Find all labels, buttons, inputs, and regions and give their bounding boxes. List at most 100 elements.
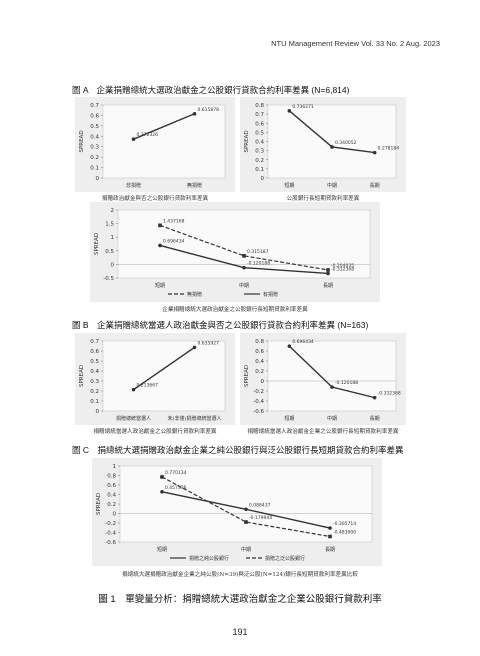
data-point <box>372 150 377 155</box>
x-tick-label: 長期 <box>325 547 335 553</box>
y-tick-label: 0.2 <box>90 155 99 161</box>
x-tick-label: 中期 <box>327 182 337 189</box>
page-number: 191 <box>232 627 248 637</box>
x-tick-label: 短期 <box>284 182 294 189</box>
x-tick-label: 長期 <box>370 416 380 422</box>
y-tick-label: -0.5 <box>103 276 114 282</box>
y-tick-label: 0.4 <box>90 134 99 140</box>
data-label: -0.332368 <box>331 266 354 272</box>
y-tick-label: 0.8 <box>255 339 264 345</box>
chart-c1-svg: -0.6 -0.4 -0.2 0 0.2 0.4 0.6 0.8 1 SPREAD 短期 中期 長期 0.… <box>96 464 373 562</box>
plot-area <box>102 340 226 412</box>
y-tick-label: 0.5 <box>90 359 99 365</box>
data-label: 0.372326 <box>137 132 159 138</box>
data-label: 0.088437 <box>249 502 271 508</box>
data-point <box>326 271 330 276</box>
data-point <box>192 111 197 116</box>
data-label: 0.340052 <box>335 140 357 146</box>
y-tick-label: 0.7 <box>90 339 99 345</box>
data-point <box>160 475 164 479</box>
y-tick-label: 0.6 <box>90 113 99 119</box>
data-label: 0.770134 <box>165 470 187 476</box>
chart-a3-caption: 企業捐贈總統大選政治獻金之公股銀行長短期貸款利率差異 <box>162 307 308 313</box>
y-tick-label: 1 <box>111 235 115 241</box>
legend-label: 無捐贈 <box>187 291 202 298</box>
y-tick-label: 0 <box>113 512 117 518</box>
y-tick-label: -0.2 <box>105 521 116 527</box>
data-label: -0.332368 <box>378 391 401 397</box>
chart-b2: -0.6 -0.4 -0.2 0 0.2 0.4 0.6 0.8 SPREAD 短期 中期 長期 0.6… <box>240 333 406 425</box>
x-tick-label: 中期 <box>239 282 249 289</box>
y-tick-label: 1.5 <box>105 222 114 228</box>
chart-a2-svg: 0 0.1 0.2 0.3 0.4 0.5 0.6 0.7 0.8 SPREAD 短期 中期 長期 0.7… <box>244 103 400 189</box>
legend-label: 捐贈之純公股銀行 <box>189 555 229 562</box>
y-tick-label: 0.5 <box>90 124 99 130</box>
y-tick-label: 0.8 <box>255 103 264 109</box>
data-point <box>287 344 292 348</box>
y-tick-label: -0.4 <box>253 399 264 405</box>
y-tick-label: 0.1 <box>90 399 99 405</box>
data-label: -0.120188 <box>247 261 270 267</box>
data-point <box>158 243 162 248</box>
y-tick-label: 0.6 <box>255 349 264 355</box>
data-point <box>330 385 334 389</box>
data-point <box>244 507 248 512</box>
y-axis-title: SPREAD <box>244 130 250 152</box>
data-label: -0.204035 <box>331 263 354 269</box>
y-tick-label: 0.2 <box>255 369 264 375</box>
data-label: -0.305714 <box>333 521 356 527</box>
y-tick-label: 0 <box>261 379 265 385</box>
y-tick-label: -0.2 <box>253 389 264 395</box>
y-axis-title: SPREAD <box>79 365 85 387</box>
chart-c1-caption: 捐總統大選捐贈政治獻金企業之純公股(N=39)與泛公股(N=124)銀行長短期貸… <box>122 572 358 578</box>
x-tick-label: 無捐贈 <box>187 182 202 189</box>
chart-a3: -0.5 0 0.5 1 1.5 2 SPREAD 短期 中期 長期 1.437168 0.31518… <box>90 202 380 302</box>
data-point <box>287 109 292 113</box>
data-point <box>192 345 197 350</box>
data-point <box>160 489 164 494</box>
data-point <box>242 254 246 258</box>
data-label: 0.315187 <box>247 249 269 255</box>
plot-area <box>267 104 397 179</box>
y-tick-label: 0.2 <box>107 502 116 508</box>
data-label: 0.615878 <box>198 107 220 113</box>
y-tick-label: 0 <box>261 176 265 182</box>
y-tick-label: 0.4 <box>255 359 264 365</box>
chart-a2: 0 0.1 0.2 0.3 0.4 0.5 0.6 0.7 0.8 SPREAD 短期 中期 長期 0.7… <box>240 97 406 192</box>
data-label: -0.120188 <box>335 380 358 386</box>
y-tick-label: 0.7 <box>255 112 264 118</box>
y-tick-label: 0.2 <box>90 389 99 395</box>
y-tick-label: 0.5 <box>105 249 114 255</box>
x-tick-label: 長期 <box>323 283 333 289</box>
chart-a1: 0 0.1 0.2 0.3 0.4 0.5 0.6 0.7 SPREAD 非捐贈 無捐贈 0.3723… <box>75 97 235 192</box>
chart-b2-svg: -0.6 -0.4 -0.2 0 0.2 0.4 0.6 0.8 SPREAD 短期 中期 長期 0.6… <box>244 339 401 422</box>
plot-area <box>102 104 226 179</box>
chart-a2-caption: 公股銀行長短期貸款利率差異 <box>286 196 360 202</box>
panel-a-title: 圖 A 企業捐贈總統大選政治獻金之公股銀行貸款合約利率差異 (N=6,814) <box>72 85 350 95</box>
x-tick-label: 非捐贈 <box>126 182 141 189</box>
y-axis-title: SPREAD <box>96 493 102 515</box>
y-tick-label: 0.5 <box>255 130 264 136</box>
y-tick-label: 2 <box>111 208 115 214</box>
y-tick-label: 1 <box>113 464 117 470</box>
data-label: -0.483900 <box>333 529 356 535</box>
y-tick-label: 0.6 <box>255 121 264 127</box>
x-tick-label: 短期 <box>157 546 167 553</box>
chart-b2-caption: 捐贈總統當選人政治獻金企業之公股銀行長短期貸款利率差異 <box>247 429 399 435</box>
legend-label: 有捐贈 <box>263 291 278 298</box>
data-label: 0.635927 <box>198 340 220 346</box>
chart-a1-svg: 0 0.1 0.2 0.3 0.4 0.5 0.6 0.7 SPREAD 非捐贈 無捐贈 0.3723… <box>79 103 226 189</box>
y-tick-label: -0.6 <box>253 409 264 415</box>
y-tick-label: 0.7 <box>90 103 99 109</box>
legend-label: 捐贈之泛公股銀行 <box>265 555 305 562</box>
y-tick-label: -0.4 <box>105 531 116 537</box>
data-point <box>326 268 330 272</box>
data-label: 0.278184 <box>378 146 400 152</box>
y-axis-title: SPREAD <box>79 130 85 152</box>
y-tick-label: 0.4 <box>255 140 264 146</box>
chart-a1-caption: 捐贈政治獻金與否之公股銀行貸款利率差異 <box>101 196 209 202</box>
data-point <box>131 387 136 392</box>
chart-c1: -0.6 -0.4 -0.2 0 0.2 0.4 0.6 0.8 1 SPREAD 短期 中期 長期 0.… <box>92 458 382 566</box>
x-tick-label: 未(非僅)捐贈總統當選人 <box>168 415 222 422</box>
x-tick-label: 中期 <box>327 415 337 422</box>
